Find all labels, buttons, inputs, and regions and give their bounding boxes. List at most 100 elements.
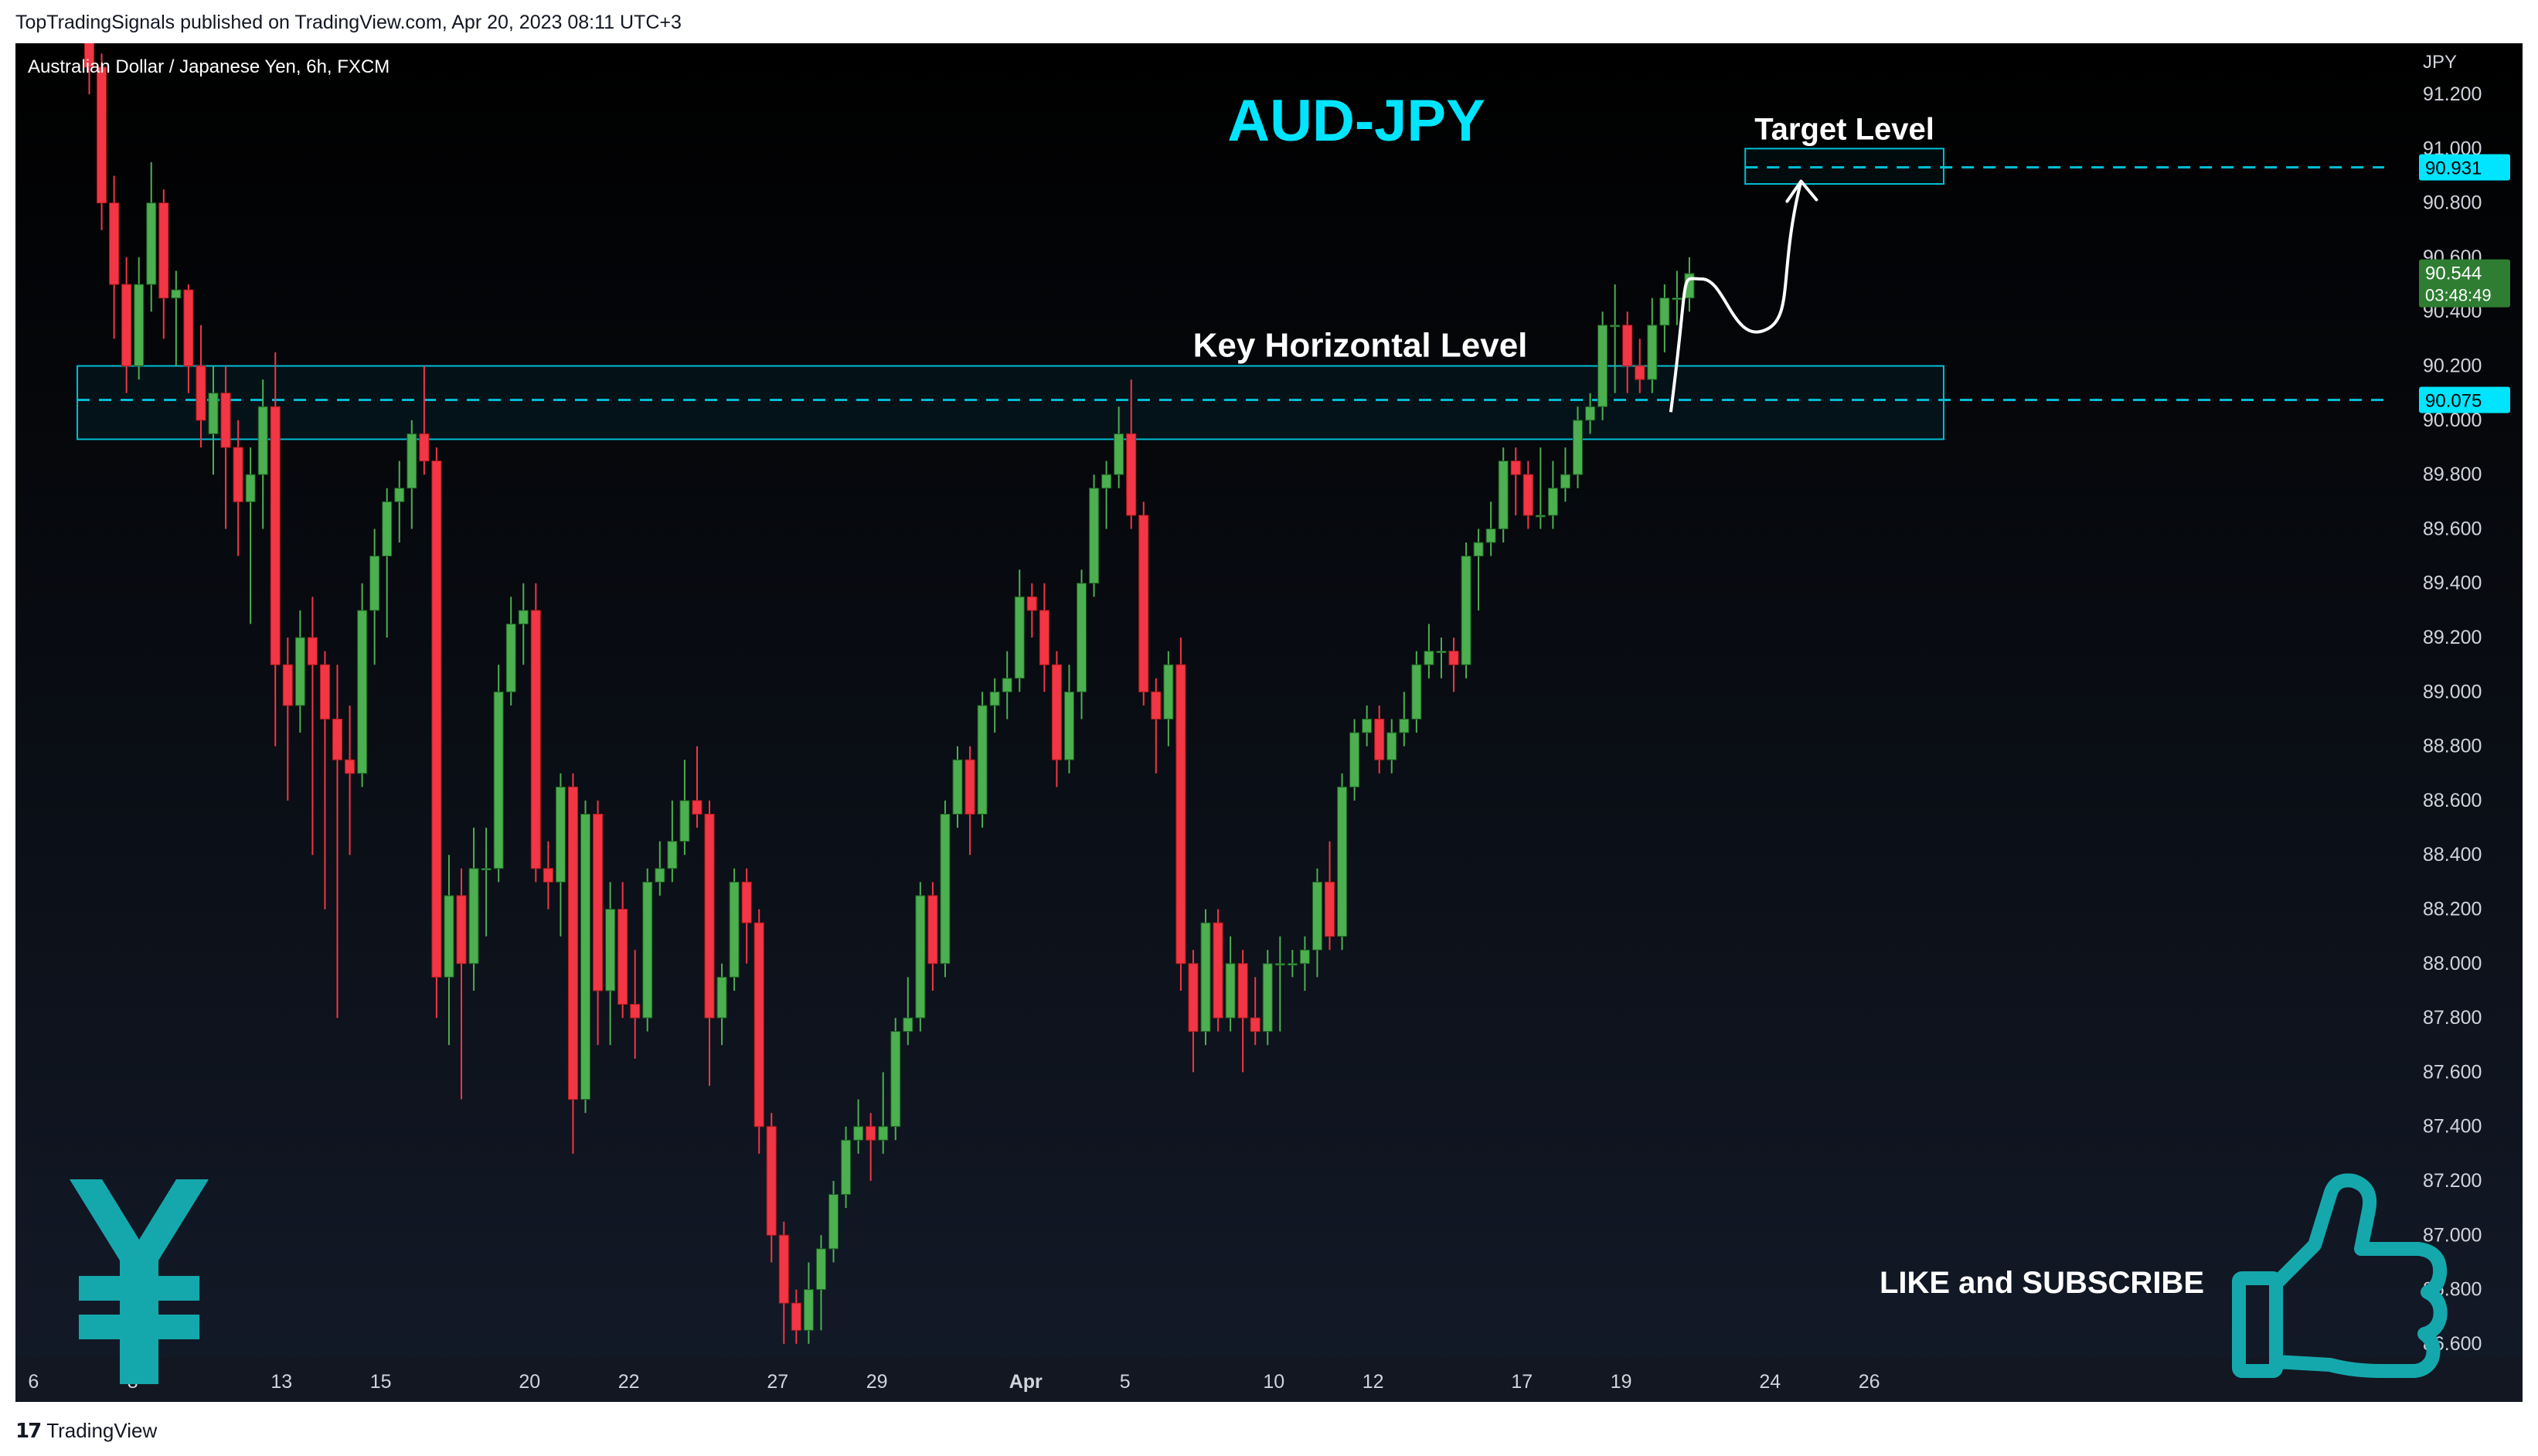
candle: [307, 597, 318, 856]
price-tick-label: 91.200: [2423, 83, 2482, 105]
candle-body: [419, 433, 430, 462]
candle: [617, 882, 628, 1019]
time-tick-label: 13: [270, 1371, 292, 1393]
candle-body: [208, 393, 219, 434]
candle-body: [1498, 461, 1509, 529]
price-tick-label: 89.400: [2423, 573, 2482, 594]
time-tick-label: 12: [1363, 1371, 1384, 1393]
candle: [332, 665, 342, 1019]
candle-body: [307, 637, 318, 665]
candle-body: [965, 759, 975, 815]
candle: [518, 583, 529, 665]
tradingview-logo[interactable]: 17 TradingView: [15, 1419, 157, 1443]
candle-body: [456, 895, 467, 964]
candle: [270, 352, 281, 747]
target-level-label: Target Level: [1754, 112, 1934, 146]
candle-body: [915, 895, 926, 1019]
candle: [134, 257, 145, 380]
candle: [1063, 665, 1074, 774]
candle: [294, 610, 305, 733]
candle-body: [1659, 298, 1670, 326]
candle-body: [1597, 325, 1608, 407]
candle: [382, 488, 393, 638]
candle: [1114, 407, 1124, 488]
candle: [1039, 583, 1050, 692]
time-tick-label: 27: [767, 1371, 788, 1393]
candle: [989, 678, 1000, 733]
candle-body: [357, 610, 368, 774]
candle: [1250, 977, 1260, 1046]
candle-body: [1386, 732, 1397, 760]
candle-body: [505, 623, 516, 692]
candle-body: [332, 718, 342, 760]
candle-body: [1547, 488, 1558, 516]
candle: [233, 420, 243, 556]
candle: [1002, 651, 1012, 719]
candle-body: [1312, 881, 1322, 951]
candle-body: [1349, 732, 1360, 788]
thumbs-up-icon: [2232, 1173, 2448, 1378]
publish-header: TopTradingSignals published on TradingVi…: [0, 0, 2538, 43]
candle: [803, 1262, 814, 1344]
candle: [1337, 773, 1348, 951]
candle-body: [766, 1126, 777, 1236]
key-level-zone: [77, 365, 1944, 441]
candle: [1386, 719, 1397, 774]
axis-layer: 91.20091.00090.80090.60090.40090.20090.0…: [28, 83, 2510, 1393]
candle-body: [369, 556, 380, 611]
candle-body: [617, 909, 628, 1005]
yen-icon: [70, 1179, 209, 1384]
candle: [605, 882, 616, 1046]
candle-body: [1672, 298, 1682, 301]
candle-body: [1610, 325, 1621, 328]
candle: [84, 43, 94, 94]
candle: [1672, 270, 1682, 325]
candle: [655, 841, 665, 896]
candle: [493, 665, 504, 883]
time-tick-label: 26: [1859, 1371, 1880, 1393]
candle-body: [382, 501, 393, 557]
candle: [1473, 529, 1484, 611]
candle-body: [196, 366, 206, 421]
candle-body: [1585, 406, 1596, 421]
candle-body: [1522, 474, 1533, 516]
candle: [1175, 638, 1186, 991]
candle: [841, 1126, 852, 1209]
candle: [394, 461, 405, 543]
candle-body: [1461, 556, 1471, 665]
chart-title: AUD-JPY: [1227, 88, 1485, 154]
candle: [1461, 542, 1471, 679]
candle-body: [803, 1289, 814, 1331]
instrument-label: Australian Dollar / Japanese Yen, 6h, FX…: [28, 56, 390, 77]
candle-body: [121, 284, 132, 366]
candle: [828, 1181, 839, 1263]
candle-body: [1014, 596, 1025, 679]
price-tick-label: 89.000: [2423, 681, 2482, 702]
candle-body: [1077, 583, 1087, 692]
candle: [642, 868, 653, 1032]
candle: [940, 800, 951, 978]
price-tick-label: 88.200: [2423, 899, 2482, 920]
candle-body: [1138, 515, 1149, 692]
candle-body: [903, 1017, 913, 1032]
candle-body: [158, 202, 169, 299]
candle-body: [345, 759, 356, 774]
candle: [679, 760, 690, 856]
candle-body: [977, 705, 988, 815]
candle-body: [593, 813, 604, 992]
candle: [1560, 447, 1570, 502]
candle-body: [1287, 963, 1298, 966]
last-price-tag-value: 90.544: [2425, 264, 2482, 284]
candle: [692, 746, 703, 828]
candle-body: [493, 691, 504, 869]
time-tick-label: 5: [1120, 1371, 1131, 1393]
candle: [1349, 719, 1360, 801]
candle: [1585, 393, 1596, 434]
candle: [915, 882, 926, 1032]
candle: [481, 828, 492, 937]
candle-body: [270, 406, 281, 665]
candle-body: [109, 202, 120, 285]
candle-body: [1299, 949, 1310, 964]
zones-layer: Key Horizontal Level Target Level: [77, 112, 2384, 441]
